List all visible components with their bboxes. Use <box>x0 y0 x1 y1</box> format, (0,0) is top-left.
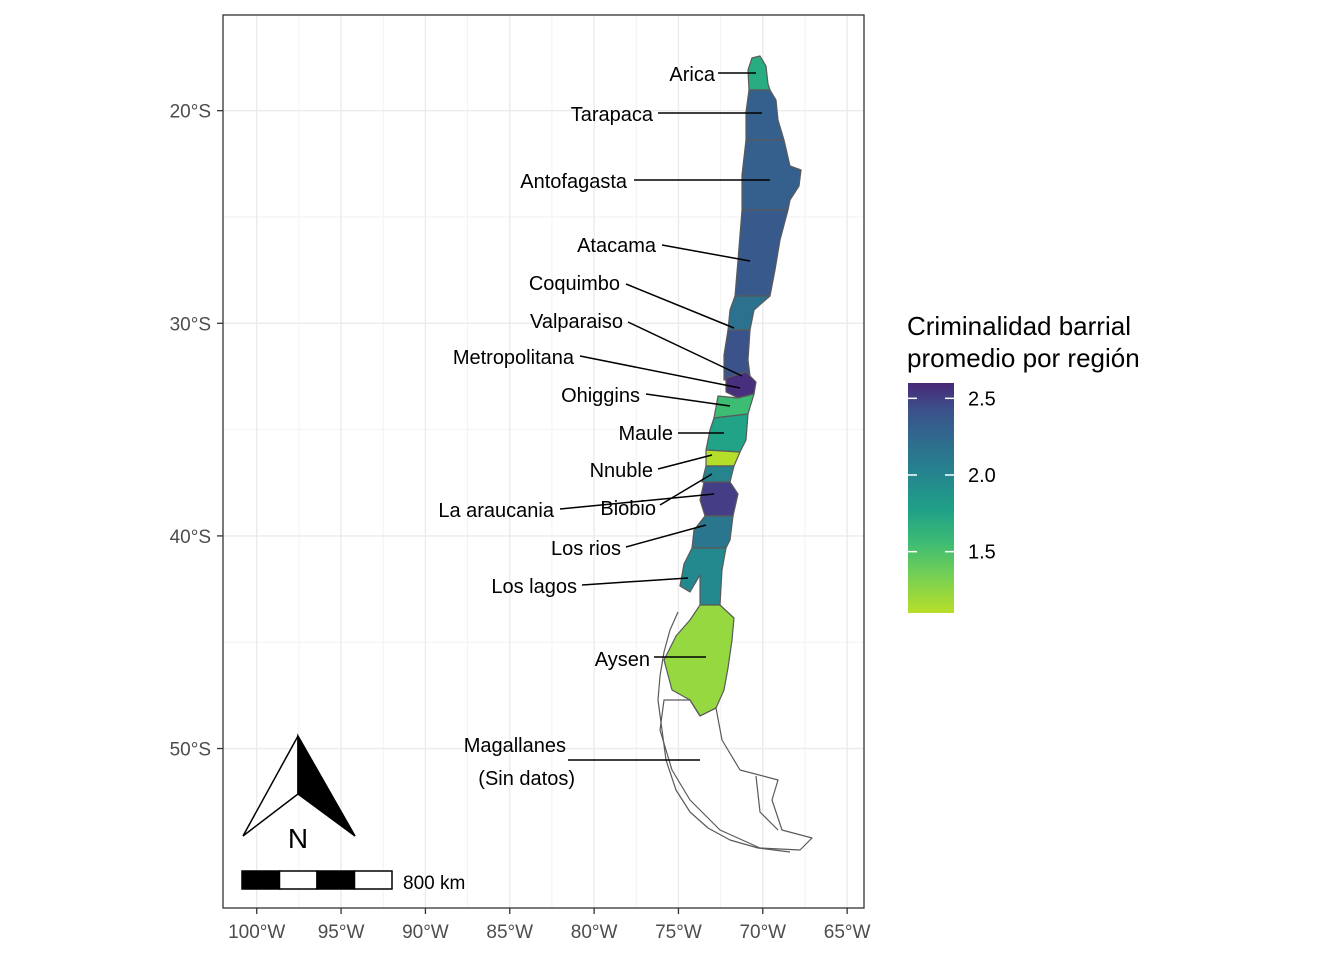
region-tarapaca <box>745 89 785 141</box>
scale-bar-segment-1 <box>241 870 281 890</box>
region-antofagasta <box>741 139 802 211</box>
y-tick-label: 50°S <box>170 740 211 761</box>
label-coquimbo: Coquimbo <box>529 273 620 295</box>
region-atacama <box>734 209 789 297</box>
region-magallanes <box>659 699 813 851</box>
leader-nnuble <box>657 454 713 470</box>
legend-title-line-1: Criminalidad barrial <box>907 311 1131 341</box>
x-tick-label: 80°W <box>571 922 618 943</box>
leader-atacama <box>661 244 751 262</box>
legend-tick-label: 1.5 <box>968 542 996 564</box>
y-tick-label: 40°S <box>170 527 211 548</box>
label-antofagasta: Antofagasta <box>520 171 628 193</box>
legend-colorbar <box>908 383 954 613</box>
label-tarapaca: Tarapaca <box>571 104 654 126</box>
leader-los-rios <box>625 524 707 548</box>
leader-metropolitana <box>579 355 741 389</box>
scale-bar: 800 km <box>241 870 465 894</box>
panel-border <box>222 14 865 909</box>
label-metropolitana: Metropolitana <box>453 347 575 369</box>
region-shapes <box>657 55 813 853</box>
label-aysen: Aysen <box>595 649 650 671</box>
legend-tick-label: 2.5 <box>968 388 996 410</box>
x-tick-label: 90°W <box>402 922 449 943</box>
scale-bar-label: 800 km <box>403 873 465 894</box>
axes: 100°W 95°W 90°W 85°W 80°W 75°W 70°W 65°W 20°S 30°… <box>170 102 871 943</box>
leader-ohiggins <box>645 393 731 407</box>
region-labels: Arica Tarapaca Antofagasta Atacama Coqui… <box>438 64 716 790</box>
region-la-araucania <box>699 481 739 517</box>
scale-bar-segment-4 <box>353 870 393 890</box>
label-maule: Maule <box>619 423 673 445</box>
y-tick-label: 20°S <box>170 102 211 123</box>
region-biobio <box>701 465 735 483</box>
north-arrow: N <box>242 733 356 854</box>
leader-los-lagos <box>581 577 689 586</box>
north-arrow-right-half <box>297 733 356 837</box>
region-los-lagos <box>679 547 727 606</box>
legend-title-line-2: promedio por región <box>907 343 1140 373</box>
label-atacama: Atacama <box>577 235 657 257</box>
label-valparaiso: Valparaiso <box>530 311 623 333</box>
y-tick-label: 30°S <box>170 314 211 335</box>
scale-bar-segment-2 <box>278 870 318 890</box>
legend-ticks: 2.5 2.0 1.5 <box>908 388 996 564</box>
label-la-araucania: La araucania <box>438 500 555 522</box>
leader-coquimbo <box>625 283 735 329</box>
region-nnuble <box>705 449 741 467</box>
x-tick-label: 75°W <box>655 922 702 943</box>
legend-tick-label: 2.0 <box>968 465 996 487</box>
x-tick-label: 85°W <box>486 922 533 943</box>
x-tick-label: 70°W <box>739 922 786 943</box>
label-los-rios: Los rios <box>551 538 621 560</box>
label-leader-lines <box>559 72 770 761</box>
x-tick-label: 65°W <box>824 922 871 943</box>
label-los-lagos: Los lagos <box>491 576 577 598</box>
region-ohiggins <box>713 393 755 419</box>
scale-bar-segment-3 <box>316 870 356 890</box>
label-sin-datos: (Sin datos) <box>478 768 575 790</box>
x-tick-label: 100°W <box>228 922 285 943</box>
label-magallanes: Magallanes <box>464 735 566 757</box>
leader-valparaiso <box>627 321 743 377</box>
label-ohiggins: Ohiggins <box>561 385 640 407</box>
label-biobio: Biobio <box>600 498 656 520</box>
north-arrow-letter: N <box>288 823 308 854</box>
leader-biobio <box>659 473 713 506</box>
leader-la-araucania <box>559 493 715 510</box>
x-tick-label: 95°W <box>318 922 365 943</box>
legend: Criminalidad barrial promedio por región… <box>907 311 1140 613</box>
label-nnuble: Nnuble <box>590 460 653 482</box>
label-arica: Arica <box>669 64 715 86</box>
